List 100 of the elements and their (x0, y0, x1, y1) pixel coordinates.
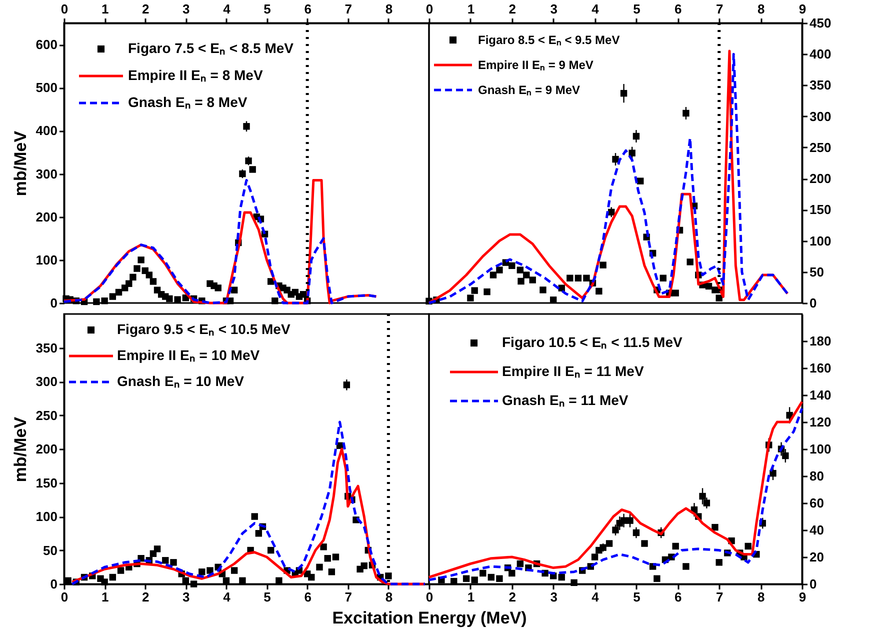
y-tick-label: 40 (810, 522, 824, 538)
x-tick-label: 1 (467, 590, 475, 604)
y-tick-label: 50 (43, 542, 58, 558)
x-tick-label: 8 (757, 590, 765, 604)
legend-label: Gnash Eₙ = 8 MeV (128, 94, 248, 110)
point (166, 295, 173, 302)
point (109, 293, 116, 300)
x-tick-label: 2 (142, 590, 150, 604)
x-tick-label: 2 (142, 2, 150, 16)
point (529, 276, 536, 284)
point (660, 274, 667, 282)
point (508, 570, 516, 577)
x-tick-label: 4 (223, 590, 232, 604)
legend-label: Empire II Eₙ = 10 MeV (117, 347, 260, 363)
y-tick-label: 0 (50, 296, 58, 310)
point (523, 272, 530, 278)
x-tick-label: 2 (508, 590, 516, 604)
point (480, 570, 486, 577)
x-tick-label: 4 (223, 2, 232, 16)
y-tick-label: 300 (810, 108, 832, 124)
point (496, 266, 503, 274)
point (316, 564, 323, 570)
y-tick-label: 50 (810, 264, 824, 280)
x-tick-label: 6 (674, 590, 682, 604)
point (484, 288, 490, 296)
x-tick-label: 0 (426, 2, 434, 16)
point (206, 567, 214, 574)
point (600, 262, 606, 268)
y-tick-label: 300 (36, 166, 58, 182)
point (134, 265, 140, 272)
point (115, 288, 122, 296)
x-tick-label: 3 (182, 590, 190, 604)
y-tick-label: 450 (810, 16, 832, 30)
point (300, 291, 307, 298)
point (672, 542, 679, 550)
point (130, 274, 136, 281)
y-tick-label: 400 (36, 123, 58, 138)
point (686, 258, 694, 266)
point (606, 540, 613, 547)
point (654, 575, 660, 582)
point (276, 577, 282, 584)
y-tick-label: 200 (36, 209, 58, 224)
point (138, 256, 144, 264)
point (93, 298, 100, 306)
legend-label: Empire II Eₙ = 8 MeV (128, 67, 264, 83)
point (518, 278, 524, 285)
y-tick-label: 600 (36, 37, 58, 52)
point (570, 579, 578, 586)
x-tick-label: 4 (592, 590, 600, 604)
point (591, 554, 598, 560)
point (109, 574, 116, 581)
point (516, 266, 524, 274)
x-tick-label: 7 (716, 2, 724, 16)
point (324, 554, 331, 562)
point (239, 577, 246, 584)
point (558, 574, 565, 581)
point (641, 540, 648, 547)
legend-label: Figaro 9.5 < Eₙ < 10.5 MeV (117, 321, 291, 337)
point (267, 546, 274, 554)
point (712, 286, 718, 294)
point (550, 296, 557, 304)
x-tick-label: 7 (344, 2, 352, 16)
x-tick-label: 0 (60, 2, 68, 16)
legend-label: Gnash Eₙ = 11 MeV (502, 392, 629, 408)
x-tick-label: 5 (264, 2, 271, 16)
y-tick-label: 300 (36, 374, 58, 389)
point (672, 290, 679, 296)
x-tick-label: 2 (508, 2, 516, 16)
point (230, 286, 238, 294)
x-tick-label: 0 (60, 590, 68, 604)
point (272, 297, 278, 304)
x-tick-label: 8 (757, 2, 765, 16)
y-axis-title: mb/MeV (10, 130, 30, 196)
x-tick-label: 0 (426, 590, 434, 604)
y-tick-label: 20 (810, 550, 824, 564)
y-tick-label: 250 (36, 408, 58, 423)
point (170, 559, 177, 566)
point (308, 574, 315, 581)
legend-label: Gnash Eₙ = 9 MeV (478, 83, 580, 97)
y-tick-label: 0 (50, 576, 58, 592)
y-tick-label: 0 (810, 576, 817, 592)
point (600, 544, 606, 551)
x-tick-label: 3 (182, 2, 190, 16)
point (154, 546, 161, 552)
x-tick-label: 3 (550, 590, 558, 604)
y-tick-label: 0 (810, 296, 817, 310)
point (101, 297, 108, 304)
y-axis-title: mb/MeV (10, 416, 30, 482)
point (182, 577, 190, 584)
point (101, 578, 108, 586)
x-tick-label: 6 (304, 590, 312, 604)
point (360, 562, 368, 570)
point (150, 278, 157, 285)
point (328, 568, 336, 576)
point (249, 166, 256, 173)
point (612, 526, 619, 534)
point (267, 278, 274, 285)
point (222, 577, 230, 584)
x-axis-title: Excitation Energy (MeV) (332, 608, 527, 628)
legend-label: Empire II Eₙ = 9 MeV (478, 58, 594, 72)
